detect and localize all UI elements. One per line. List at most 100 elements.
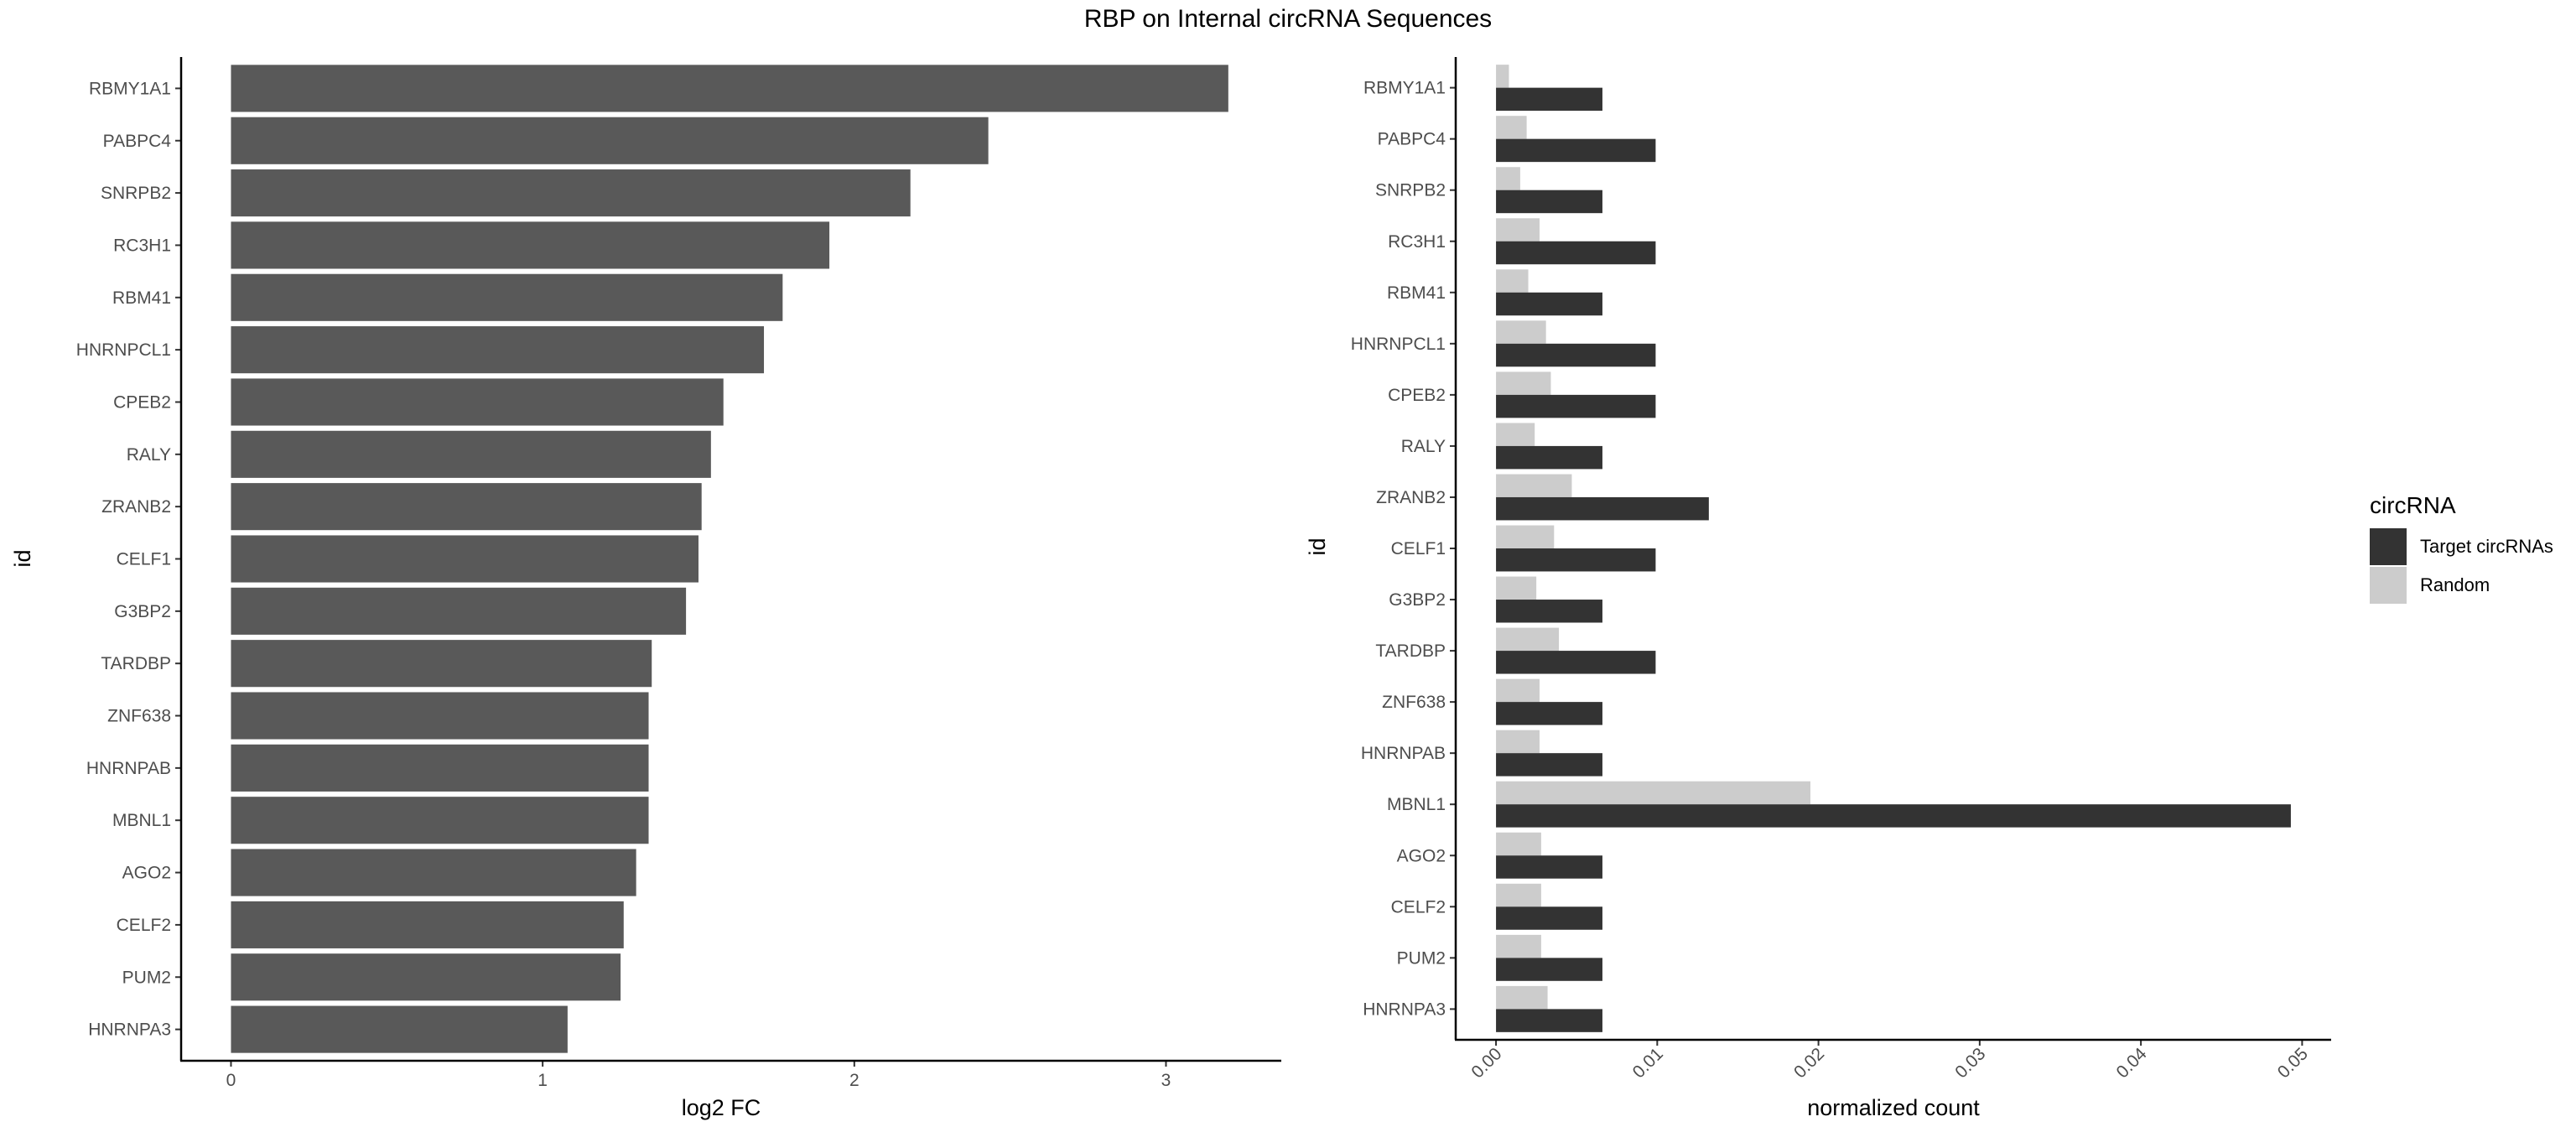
y-tick-label: HNRNPA3 (88, 1021, 171, 1040)
y-tick-label: TARDBP (101, 654, 171, 673)
bar-hnrnpcl1 (231, 326, 765, 374)
y-tick-label: ZRANB2 (1376, 488, 1446, 507)
y-tick-label: CPEB2 (1388, 386, 1446, 405)
y-tick-label: AGO2 (122, 864, 171, 883)
bar-hnrnpa3 (231, 1005, 568, 1053)
right-x-axis-label: normalized count (1807, 1095, 1980, 1120)
y-tick-label: MBNL1 (112, 811, 171, 830)
chart-title: RBP on Internal circRNA Sequences (1084, 5, 1492, 33)
y-tick-label: MBNL1 (1387, 795, 1446, 814)
bar-tardbp-target-circrnas (1496, 651, 1656, 674)
bar-rc3h1-target-circrnas (1496, 241, 1656, 265)
x-tick-label: 0.01 (1629, 1044, 1667, 1082)
left-y-axis-ticks: RBMY1A1 PABPC4 SNRPB2 RC3H1 RBM41 HNRNPCL1 CPE… (76, 79, 181, 1040)
legend-key-random (2370, 567, 2407, 604)
legend-items: Target circRNAs Random (2370, 528, 2553, 604)
bar-raly (231, 430, 711, 478)
y-tick-label: CPEB2 (113, 392, 171, 412)
y-tick-label: SNRPB2 (1375, 181, 1446, 200)
bar-g3bp2-random (1496, 576, 1537, 600)
bar-pabpc4 (231, 117, 989, 164)
y-tick-label: RALY (127, 445, 171, 465)
legend-label-target-circrnas: Target circRNAs (2420, 536, 2553, 557)
y-tick-label: HNRNPCL1 (76, 340, 171, 360)
bar-celf1-random (1496, 525, 1555, 548)
bar-pum2-target-circrnas (1496, 958, 1602, 981)
bar-zranb2-target-circrnas (1496, 496, 1709, 521)
bar-g3bp2-target-circrnas (1496, 600, 1602, 623)
bar-snrpb2-random (1496, 167, 1520, 190)
y-tick-label: RBMY1A1 (89, 79, 171, 98)
bar-zranb2 (231, 483, 702, 531)
left-y-axis-label: id (10, 549, 35, 567)
bar-snrpb2-target-circrnas (1496, 190, 1602, 214)
bar-hnrnpab-target-circrnas (1496, 753, 1602, 776)
x-tick-label: 0.00 (1467, 1044, 1505, 1082)
x-tick-label: 0.04 (2112, 1044, 2150, 1082)
right-y-axis-ticks: RBMY1A1 PABPC4 SNRPB2 RC3H1 RBM41 HNRNPCL1 CPE… (1351, 79, 1456, 1019)
bar-rc3h1 (231, 221, 830, 269)
bar-rbm41-random (1496, 269, 1529, 293)
bar-hnrnpab-random (1496, 730, 1540, 754)
right-panel-normalized-count: RBMY1A1 PABPC4 SNRPB2 RC3H1 RBM41 HNRNPCL1 CPE… (1305, 57, 2331, 1120)
bar-hnrnpcl1-random (1496, 320, 1546, 344)
bar-rbm41 (231, 273, 783, 321)
bar-znf638-target-circrnas (1496, 702, 1602, 725)
y-tick-label: HNRNPA3 (1363, 1000, 1446, 1019)
bar-zranb2-random (1496, 474, 1572, 497)
bar-pabpc4-random (1496, 116, 1527, 139)
bar-hnrnpa3-target-circrnas (1496, 1009, 1602, 1032)
bar-celf2-target-circrnas (1496, 906, 1602, 930)
bar-hnrnpa3-random (1496, 985, 1548, 1010)
legend-key-target-circrnas (2370, 528, 2407, 565)
bar-hnrnpcl1-target-circrnas (1496, 343, 1656, 367)
bar-g3bp2 (231, 587, 687, 635)
y-tick-label: CELF1 (117, 550, 171, 569)
bar-mbnl1-random (1496, 781, 1810, 805)
y-tick-label: PABPC4 (103, 132, 172, 151)
left-bars (231, 65, 1228, 1053)
bar-ago2-target-circrnas (1496, 855, 1602, 879)
bar-cpeb2 (231, 378, 724, 426)
y-tick-label: PUM2 (1397, 948, 1446, 968)
x-tick-label: 0.03 (1951, 1044, 1989, 1082)
bar-rbm41-target-circrnas (1496, 292, 1602, 316)
bar-rc3h1-random (1496, 218, 1540, 242)
y-tick-label: G3BP2 (1389, 590, 1446, 610)
bar-raly-target-circrnas (1496, 445, 1602, 470)
left-x-axis-ticks: 0 1 2 3 (226, 1061, 1171, 1090)
x-tick-label: 0.05 (2274, 1044, 2312, 1082)
bar-hnrnpab (231, 744, 649, 792)
legend-title: circRNA (2370, 492, 2456, 518)
bar-pum2 (231, 953, 621, 1001)
y-tick-label: RBM41 (112, 288, 171, 308)
bar-ago2-random (1496, 832, 1541, 856)
y-tick-label: TARDBP (1375, 641, 1446, 661)
bar-mbnl1-target-circrnas (1496, 804, 2291, 828)
y-tick-label: CELF1 (1391, 539, 1446, 558)
y-tick-label: RBM41 (1387, 283, 1446, 303)
bar-celf2-random (1496, 883, 1541, 907)
bar-znf638 (231, 692, 649, 740)
y-tick-label: HNRNPAB (1361, 744, 1446, 763)
y-tick-label: HNRNPCL1 (1351, 335, 1446, 354)
bar-mbnl1 (231, 797, 649, 844)
y-tick-label: ZRANB2 (101, 497, 171, 517)
y-tick-label: RALY (1401, 437, 1446, 456)
y-tick-label: RBMY1A1 (1363, 79, 1446, 98)
bar-raly-random (1496, 423, 1535, 446)
bar-cpeb2-target-circrnas (1496, 394, 1656, 418)
y-tick-label: CELF2 (117, 916, 171, 935)
bar-rbmy1a1-target-circrnas (1496, 87, 1602, 112)
bar-cpeb2-random (1496, 371, 1551, 395)
bar-ago2 (231, 849, 636, 896)
x-tick-label: 1 (538, 1071, 548, 1090)
y-tick-label: PABPC4 (1378, 130, 1446, 149)
y-tick-label: CELF2 (1391, 897, 1446, 917)
y-tick-label: RC3H1 (113, 236, 171, 255)
bar-pum2-random (1496, 934, 1541, 958)
bar-znf638-random (1496, 678, 1540, 703)
bar-celf1-target-circrnas (1496, 548, 1656, 572)
x-tick-label: 0 (226, 1071, 236, 1090)
y-tick-label: AGO2 (1397, 846, 1446, 865)
